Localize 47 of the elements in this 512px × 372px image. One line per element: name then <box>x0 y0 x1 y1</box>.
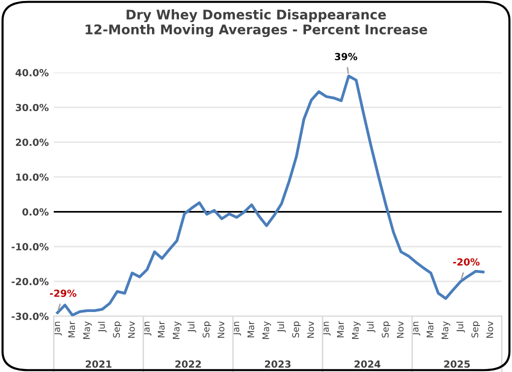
x-tick-label: May <box>262 321 271 339</box>
y-tick-label: -20.0% <box>12 278 49 286</box>
data-label: 39% <box>334 52 358 60</box>
x-tick-label: Sep <box>292 322 301 338</box>
x-tick-label: Jul <box>456 322 465 332</box>
y-tick-label: 40.0% <box>16 69 49 76</box>
x-tick-label: May <box>172 321 182 339</box>
x-tick-label: May <box>83 321 92 339</box>
x-tick-label: Jul <box>366 322 376 332</box>
x-tick-label: Nov <box>218 321 224 338</box>
text: 2024 <box>354 360 380 368</box>
x-tick-label: Sep <box>471 322 480 338</box>
x-tick-label: Nov <box>396 321 404 338</box>
x-tick-label: Jan <box>322 322 331 336</box>
y-tick-label: 0.0% <box>22 208 49 216</box>
x-tick-label: Nov <box>486 321 494 338</box>
x-tick-label: Nov <box>128 321 135 338</box>
x-tick-label: Mar <box>68 321 76 338</box>
y-tick-label: -30.0% <box>12 312 49 320</box>
data-label: -29% <box>50 290 76 297</box>
data-label: -20% <box>453 258 480 266</box>
text: 2023 <box>265 360 291 368</box>
x-tick-label: Mar <box>158 321 165 338</box>
x-tick-label: Mar <box>248 321 254 338</box>
x-tick-label: Jan <box>143 322 152 336</box>
x-tick-label: Mar <box>426 321 434 338</box>
x-tick-label: Jul <box>277 322 286 332</box>
y-tick-label: 30.0% <box>16 104 49 112</box>
y-tick-label: 20.0% <box>16 138 49 146</box>
x-tick-label: Jan <box>53 322 62 336</box>
x-tick-label: Sep <box>382 322 390 338</box>
y-tick-label: -10.0% <box>12 243 49 250</box>
text: 2022 <box>175 360 201 368</box>
x-tick-label: Jul <box>188 322 196 332</box>
y-tick-label: 10.0% <box>16 173 49 181</box>
text: 2025 <box>444 360 470 368</box>
x-tick-label: Sep <box>113 322 122 338</box>
x-tick-label: May <box>352 321 361 339</box>
x-tick-label: Nov <box>307 321 314 338</box>
x-tick-label: Jul <box>98 322 107 332</box>
x-tick-label: May <box>442 321 450 339</box>
x-tick-label: Jan <box>232 322 241 336</box>
chart-title: Dry Whey Domestic Disappearance 12-Month Moving Averages - Percent Increase <box>86 9 428 38</box>
x-tick-label: Sep <box>202 322 212 338</box>
x-tick-label: Mar <box>337 321 344 338</box>
text: 2021 <box>86 360 112 368</box>
x-tick-label: Jan <box>412 322 420 336</box>
